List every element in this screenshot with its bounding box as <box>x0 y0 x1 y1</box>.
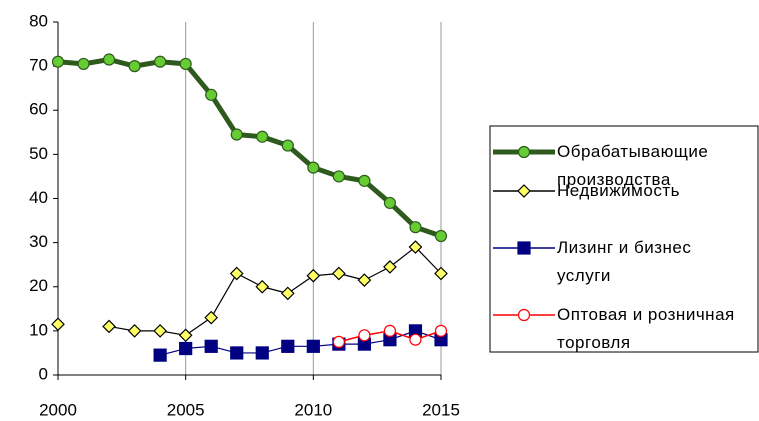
legend-item: Недвижимость <box>557 181 680 200</box>
marker <box>307 161 320 174</box>
legend-item: Оптовая и розничная торговля <box>557 305 735 352</box>
marker <box>153 324 167 338</box>
marker <box>408 240 423 254</box>
legend-box <box>489 125 759 353</box>
x-tick-label: 2005 <box>167 400 205 419</box>
marker <box>229 266 244 281</box>
marker <box>517 308 531 322</box>
y-tick-label: 40 <box>29 188 48 207</box>
y-tick-label: 80 <box>29 11 48 30</box>
marker <box>332 266 346 281</box>
marker <box>205 88 218 101</box>
marker <box>230 128 243 141</box>
marker <box>230 346 244 360</box>
marker <box>306 339 320 353</box>
marker <box>358 329 371 342</box>
marker <box>77 57 90 71</box>
series-line <box>57 57 442 239</box>
marker <box>179 341 193 356</box>
marker <box>128 60 141 73</box>
legend-label: Оптовая и розничная торговля <box>557 305 735 352</box>
marker <box>281 339 295 353</box>
y-tick-label: 60 <box>29 100 48 119</box>
marker <box>102 319 116 334</box>
y-tick-label: 20 <box>29 276 48 295</box>
marker <box>179 57 192 71</box>
marker <box>332 335 345 349</box>
y-tick-label: 50 <box>29 144 48 163</box>
marker <box>102 53 116 66</box>
marker <box>255 279 270 294</box>
marker <box>383 260 397 274</box>
marker <box>434 324 448 337</box>
marker <box>51 317 65 332</box>
legend-label: Обрабатывающие производства <box>557 142 709 189</box>
marker <box>383 196 397 210</box>
y-tick-label: 10 <box>29 320 48 339</box>
legend-label: Недвижимость <box>557 181 680 200</box>
marker <box>357 273 372 287</box>
legend-label: Лизинг и бизнес услуги <box>557 238 692 285</box>
marker <box>255 346 269 360</box>
legend-item: Лизинг и бизнес услуги <box>557 238 692 285</box>
x-tick-label: 2000 <box>39 400 77 419</box>
marker <box>332 170 345 183</box>
marker <box>517 184 531 198</box>
marker <box>358 174 371 187</box>
marker <box>127 324 142 338</box>
marker <box>204 339 218 353</box>
y-tick-label: 0 <box>39 364 48 383</box>
marker <box>517 145 531 159</box>
marker <box>178 328 193 343</box>
marker <box>153 348 167 362</box>
marker <box>204 310 219 325</box>
marker <box>306 268 321 283</box>
marker <box>280 286 295 301</box>
marker <box>409 333 422 346</box>
legend-item: Обрабатывающие производства <box>557 142 709 189</box>
marker <box>409 221 422 234</box>
marker <box>256 130 269 143</box>
y-tick-label: 70 <box>29 56 48 75</box>
y-tick-label: 30 <box>29 232 48 251</box>
marker <box>383 324 397 337</box>
marker <box>51 55 65 68</box>
marker <box>434 266 448 281</box>
series-line <box>108 246 442 336</box>
x-tick-label: 2015 <box>422 400 460 419</box>
marker <box>434 229 448 243</box>
x-tick-label: 2010 <box>294 400 332 419</box>
marker <box>517 241 531 255</box>
marker <box>281 139 294 152</box>
marker <box>154 55 167 68</box>
